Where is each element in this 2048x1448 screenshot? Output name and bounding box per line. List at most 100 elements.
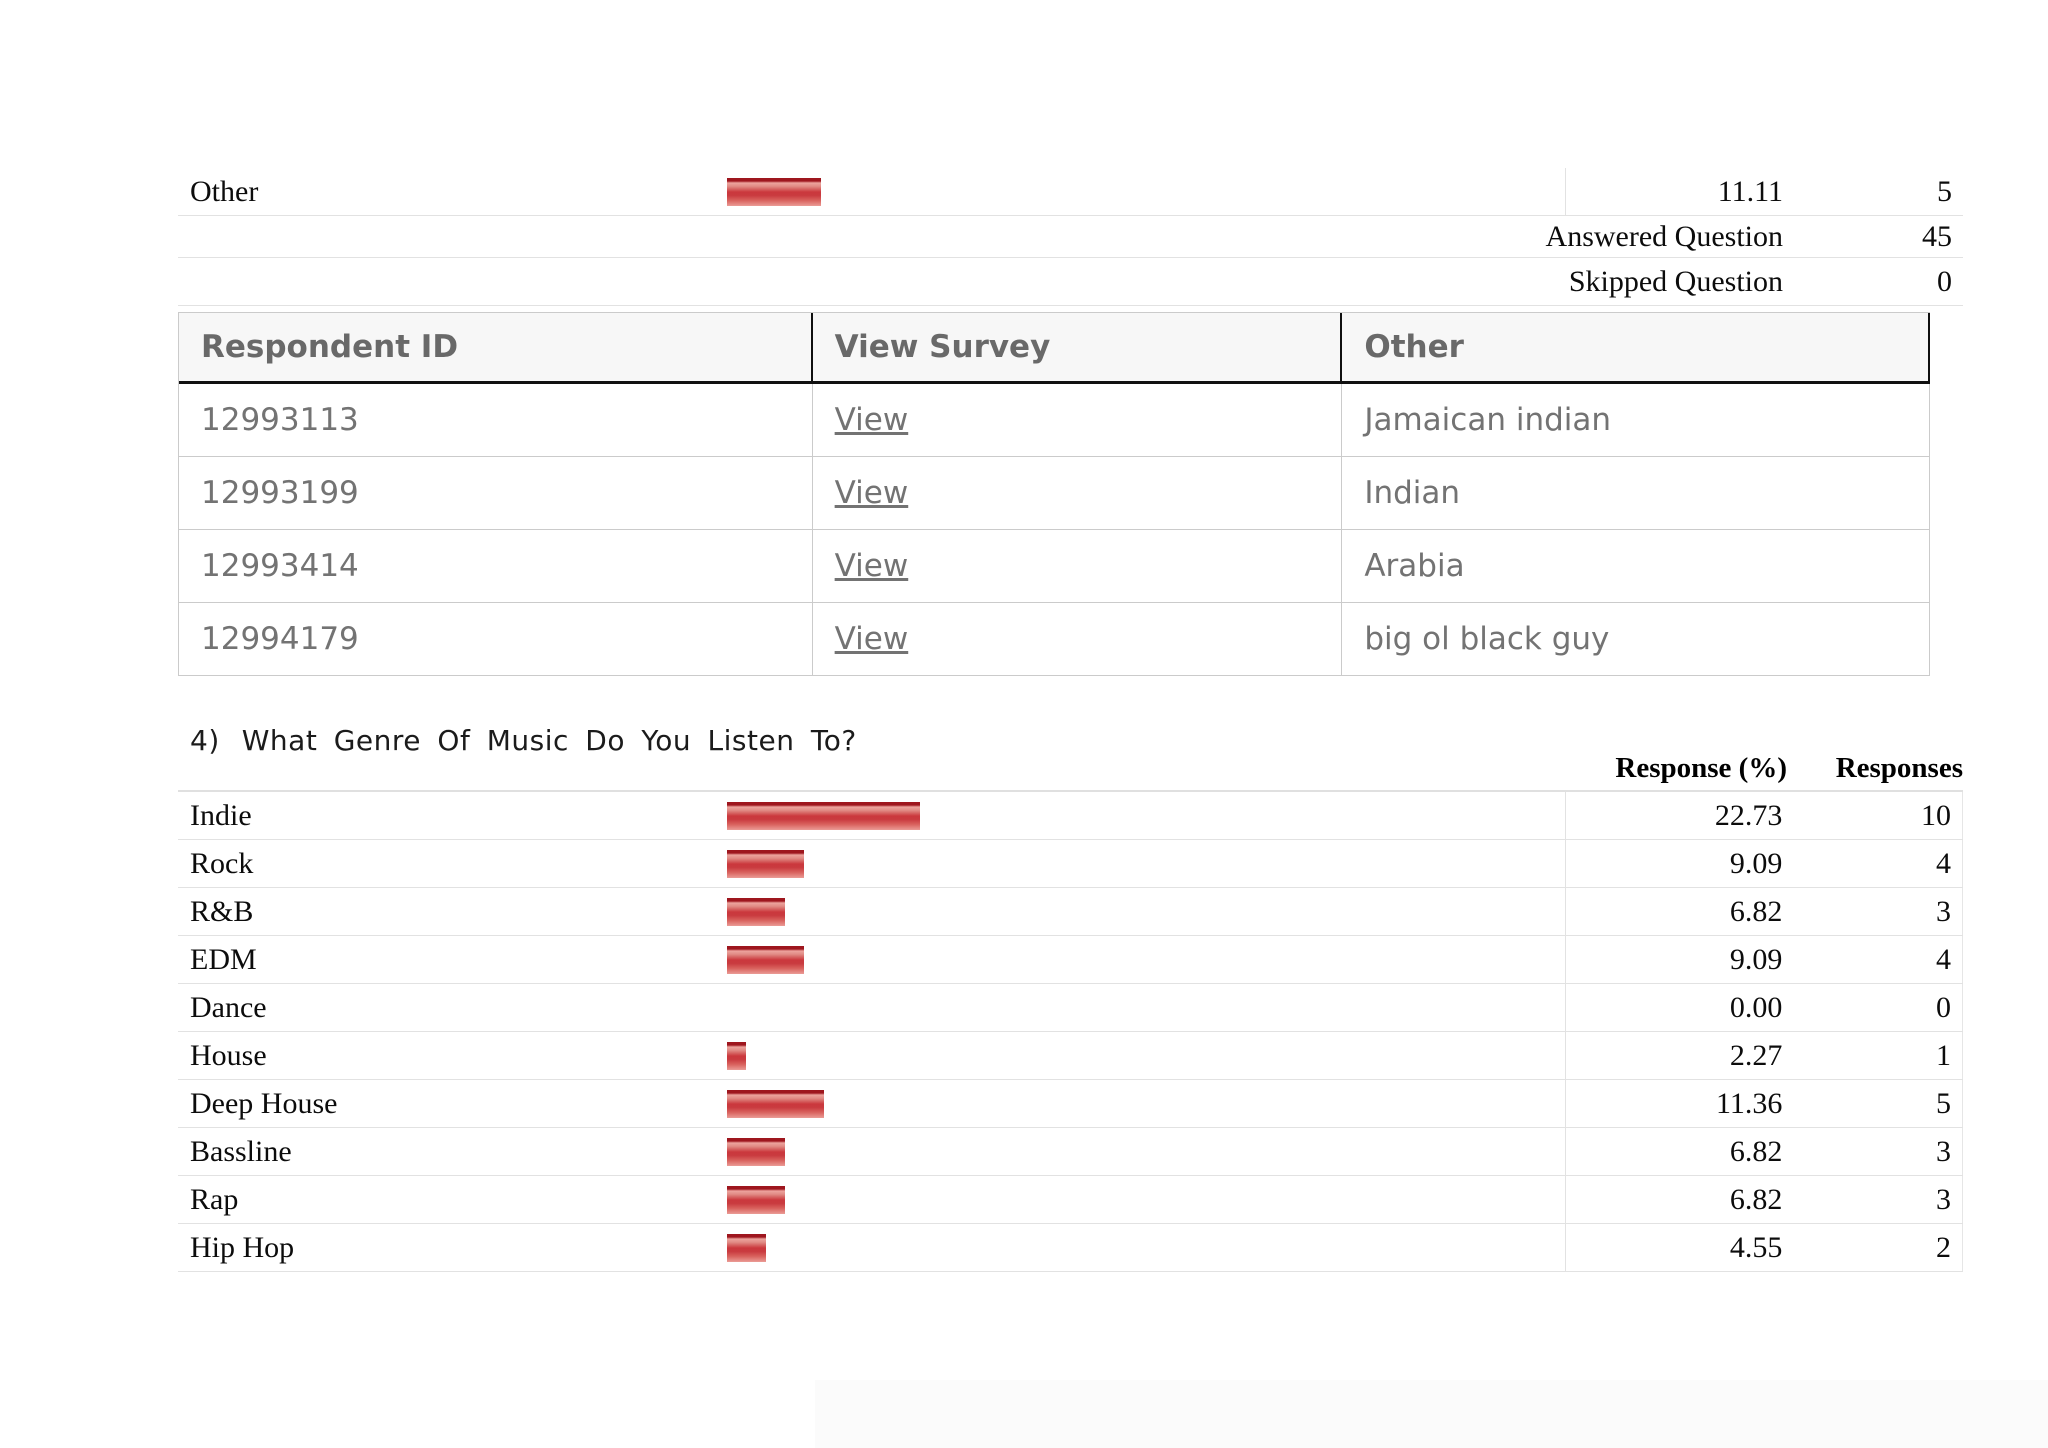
question-number: 4) — [190, 724, 220, 757]
previous-question-summary: Other 11.11 5 Answered Question 45 Skipp… — [178, 168, 1963, 306]
genre-label: Rock — [190, 846, 254, 880]
genre-label: Deep House — [190, 1086, 338, 1120]
header-other: Other — [1342, 313, 1931, 381]
view-link[interactable]: View — [834, 475, 909, 511]
genre-count: 4 — [1936, 846, 1951, 880]
response-percent-header: Response (%) — [1615, 751, 1787, 784]
genre-row: House 2.27 1 — [178, 1032, 1963, 1080]
genre-count: 1 — [1936, 1038, 1951, 1072]
respondent-row: 12993414 View Arabia — [179, 530, 1931, 603]
other-answer: Jamaican indian — [1342, 384, 1931, 456]
genre-percent: 6.82 — [1729, 1134, 1783, 1168]
genre-label: R&B — [190, 894, 254, 928]
question-title: 4) What Genre Of Music Do You Listen To? — [190, 724, 857, 757]
response-bar — [727, 1138, 785, 1166]
response-bar — [727, 1042, 747, 1070]
header-respondent-id: Respondent ID — [179, 313, 813, 381]
genre-count: 4 — [1936, 942, 1951, 976]
answer-percent: 11.11 — [1717, 174, 1783, 208]
genre-values: 2.27 1 — [1565, 1032, 1963, 1079]
genre-row: Hip Hop 4.55 2 — [178, 1224, 1963, 1272]
view-link[interactable]: View — [834, 621, 909, 657]
skipped-question-value: 0 — [1937, 264, 1952, 298]
genre-row: Rock 9.09 4 — [178, 840, 1963, 888]
view-survey-cell: View — [813, 603, 1343, 675]
other-answer: big ol black guy — [1342, 603, 1931, 675]
respondent-row: 12993199 View Indian — [179, 457, 1931, 530]
genre-count: 3 — [1936, 1182, 1951, 1216]
answered-question-value: 45 — [1922, 219, 1952, 253]
genre-percent: 9.09 — [1729, 846, 1783, 880]
other-answer: Indian — [1342, 457, 1931, 529]
genre-row: EDM 9.09 4 — [178, 936, 1963, 984]
answered-question-label: Answered Question — [1545, 219, 1783, 253]
respondent-table: Respondent ID View Survey Other 12993113… — [178, 312, 1931, 676]
view-survey-cell: View — [813, 530, 1343, 602]
genre-count: 2 — [1936, 1230, 1951, 1264]
answer-label: Other — [190, 174, 259, 208]
genre-count: 5 — [1936, 1086, 1951, 1120]
response-bar — [727, 850, 805, 878]
genre-label: Dance — [190, 990, 267, 1024]
response-bar — [727, 1186, 785, 1214]
respondent-id: 12993199 — [179, 457, 813, 529]
genre-row: Bassline 6.82 3 — [178, 1128, 1963, 1176]
genre-percent: 4.55 — [1729, 1230, 1783, 1264]
other-answer: Arabia — [1342, 530, 1931, 602]
respondent-row: 12994179 View big ol black guy — [179, 603, 1931, 676]
genre-values: 6.82 3 — [1565, 888, 1963, 935]
genre-label: Indie — [190, 798, 252, 832]
response-bar — [727, 802, 921, 830]
genre-row: R&B 6.82 3 — [178, 888, 1963, 936]
responses-header: Responses — [1835, 751, 1963, 784]
answer-values: 11.11 5 — [1565, 168, 1963, 215]
respondent-id: 12993113 — [179, 384, 813, 456]
response-bar — [727, 898, 785, 926]
view-link[interactable]: View — [834, 548, 909, 584]
genre-percent: 2.27 — [1729, 1038, 1783, 1072]
genre-values: 11.36 5 — [1565, 1080, 1963, 1127]
question-text: What Genre Of Music Do You Listen To? — [241, 724, 857, 757]
genre-values: 9.09 4 — [1565, 936, 1963, 983]
answer-count: 5 — [1937, 174, 1952, 208]
answer-row-other: Other 11.11 5 — [178, 168, 1963, 216]
results-column-headers: Response (%) Responses — [178, 750, 1963, 786]
genre-results-table: Indie 22.73 10 Rock 9.09 4 R&B 6.82 3 — [178, 790, 1963, 1272]
view-survey-cell: View — [813, 384, 1343, 456]
answered-question-row: Answered Question 45 — [178, 216, 1963, 258]
genre-row: Deep House 11.36 5 — [178, 1080, 1963, 1128]
genre-values: 4.55 2 — [1565, 1224, 1963, 1271]
genre-values: 22.73 10 — [1565, 792, 1963, 839]
respondent-table-header: Respondent ID View Survey Other — [179, 312, 1931, 384]
respondent-row: 12993113 View Jamaican indian — [179, 384, 1931, 457]
genre-row: Indie 22.73 10 — [178, 792, 1963, 840]
response-bar — [727, 178, 822, 206]
genre-values: 6.82 3 — [1565, 1128, 1963, 1175]
genre-percent: 22.73 — [1714, 798, 1783, 832]
header-view-survey: View Survey — [813, 313, 1343, 381]
view-link[interactable]: View — [834, 402, 909, 438]
genre-label: Rap — [190, 1182, 239, 1216]
genre-label: House — [190, 1038, 267, 1072]
genre-label: EDM — [190, 942, 257, 976]
response-bar — [727, 1234, 766, 1262]
genre-count: 3 — [1936, 894, 1951, 928]
skipped-question-row: Skipped Question 0 — [178, 258, 1963, 306]
bottom-page-strip — [815, 1380, 2048, 1448]
genre-row: Rap 6.82 3 — [178, 1176, 1963, 1224]
respondent-id: 12994179 — [179, 603, 813, 675]
skipped-question-label: Skipped Question — [1568, 264, 1783, 298]
genre-percent: 6.82 — [1729, 894, 1783, 928]
genre-row: Dance 0.00 0 — [178, 984, 1963, 1032]
genre-count: 0 — [1936, 990, 1951, 1024]
response-bar — [727, 1090, 824, 1118]
genre-percent: 9.09 — [1729, 942, 1783, 976]
view-survey-cell: View — [813, 457, 1343, 529]
genre-values: 9.09 4 — [1565, 840, 1963, 887]
genre-label: Bassline — [190, 1134, 292, 1168]
genre-values: 0.00 0 — [1565, 984, 1963, 1031]
response-bar — [727, 946, 805, 974]
genre-percent: 0.00 — [1729, 990, 1783, 1024]
genre-percent: 6.82 — [1729, 1182, 1783, 1216]
